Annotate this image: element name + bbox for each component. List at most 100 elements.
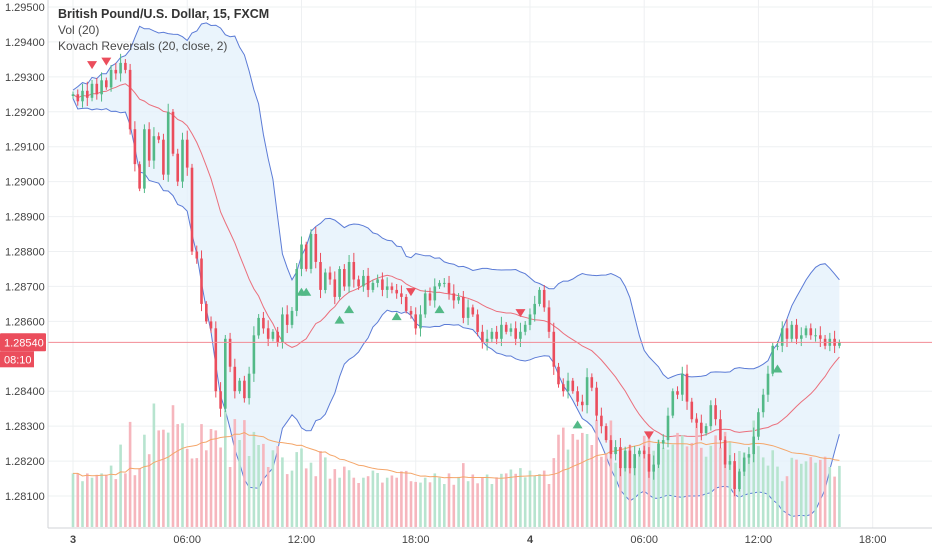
reversal-up-marker	[301, 287, 312, 296]
volume-bar	[462, 463, 465, 527]
volume-bar	[295, 452, 298, 527]
volume-ma-line	[73, 432, 840, 479]
volume-bar	[571, 434, 575, 527]
volume-bar	[657, 439, 660, 527]
volume-bar	[200, 424, 203, 527]
candle	[328, 266, 332, 285]
candle	[205, 301, 208, 324]
candle-body	[562, 384, 565, 392]
candle-body	[138, 164, 141, 189]
band-fill	[73, 22, 840, 517]
candle-body	[109, 69, 113, 88]
volume-bar	[81, 481, 84, 527]
candle	[200, 250, 203, 312]
volume-bar	[71, 473, 75, 527]
candles	[71, 53, 841, 497]
candle	[595, 381, 598, 422]
candle	[81, 83, 84, 108]
candle	[157, 132, 160, 144]
candle-body	[443, 282, 446, 284]
candle	[604, 423, 608, 443]
volume-bar	[800, 463, 803, 527]
candle	[714, 398, 717, 426]
x-tick-label: 06:00	[173, 534, 201, 546]
volume-bar	[285, 474, 289, 527]
candle	[647, 447, 651, 478]
volume-bar	[581, 432, 584, 527]
x-tick-label: 18:00	[859, 534, 887, 546]
x-tick-label: 18:00	[402, 534, 430, 546]
candle-body	[752, 436, 755, 455]
candle-body	[76, 94, 80, 102]
candle	[742, 452, 746, 476]
volume-bar	[333, 469, 337, 527]
volume-bar	[638, 450, 641, 527]
candle	[581, 394, 584, 412]
candle-body	[295, 269, 298, 311]
volume-bar	[409, 481, 413, 527]
volume-bar	[304, 468, 308, 527]
candle	[552, 322, 556, 375]
volume-bar	[114, 479, 118, 527]
candle	[333, 271, 337, 305]
candle	[419, 305, 422, 337]
candle-body	[714, 405, 717, 420]
volume-bar	[86, 473, 89, 527]
candle-body	[690, 401, 694, 420]
candle	[143, 124, 146, 194]
candle-body	[219, 391, 222, 409]
candle	[685, 364, 689, 410]
candle	[814, 328, 817, 342]
candle	[523, 321, 527, 336]
candle-body	[152, 136, 156, 161]
candle	[324, 268, 327, 294]
candle-body	[95, 83, 99, 95]
volume-bar	[219, 447, 222, 527]
volume-bar	[371, 470, 375, 527]
candle-body	[119, 62, 122, 74]
volume-bar	[671, 444, 675, 527]
candle-body	[428, 293, 432, 301]
candle-body	[552, 331, 556, 367]
candle	[819, 326, 822, 347]
volume-bar	[181, 423, 184, 527]
volume-bar	[262, 443, 265, 527]
candle	[86, 81, 89, 106]
volume-bar	[642, 435, 646, 527]
candle-body	[381, 279, 384, 290]
candle-body	[628, 450, 632, 469]
volume-bar	[343, 466, 346, 527]
kovach-indicator-label[interactable]: Kovach Reversals (20, close, 2)	[58, 39, 228, 53]
candle-body	[404, 296, 408, 311]
y-tick-label: 1.29000	[5, 177, 45, 189]
candle	[542, 285, 546, 312]
volume-indicator-label[interactable]: Vol (20)	[58, 23, 100, 37]
reversal-down-marker	[515, 309, 526, 318]
candle	[652, 455, 655, 480]
candle-body	[619, 447, 622, 469]
volume-bar	[542, 470, 546, 527]
candle-body	[252, 335, 256, 374]
candle	[838, 339, 841, 349]
volume-bar	[838, 465, 841, 527]
y-tick-label: 1.28300	[5, 421, 45, 433]
candle-body	[233, 366, 237, 392]
candle-body	[290, 310, 294, 325]
reversal-down-marker	[643, 431, 654, 440]
candle-body	[576, 391, 579, 402]
candle-body	[214, 328, 218, 392]
volume-bar	[452, 484, 456, 527]
candle	[528, 308, 532, 331]
y-tick-label: 1.28600	[5, 316, 45, 328]
reversal-up-marker	[344, 305, 355, 314]
candle	[185, 130, 189, 176]
volume-bar	[128, 421, 132, 527]
volume-bar	[324, 457, 327, 527]
volume-bar	[500, 473, 503, 527]
current-price-label: 1.28540	[4, 337, 44, 349]
volume-bar	[347, 470, 351, 527]
candle-body	[466, 307, 470, 318]
symbol-title[interactable]: British Pound/U.S. Dollar, 15, FXCM	[58, 7, 270, 21]
